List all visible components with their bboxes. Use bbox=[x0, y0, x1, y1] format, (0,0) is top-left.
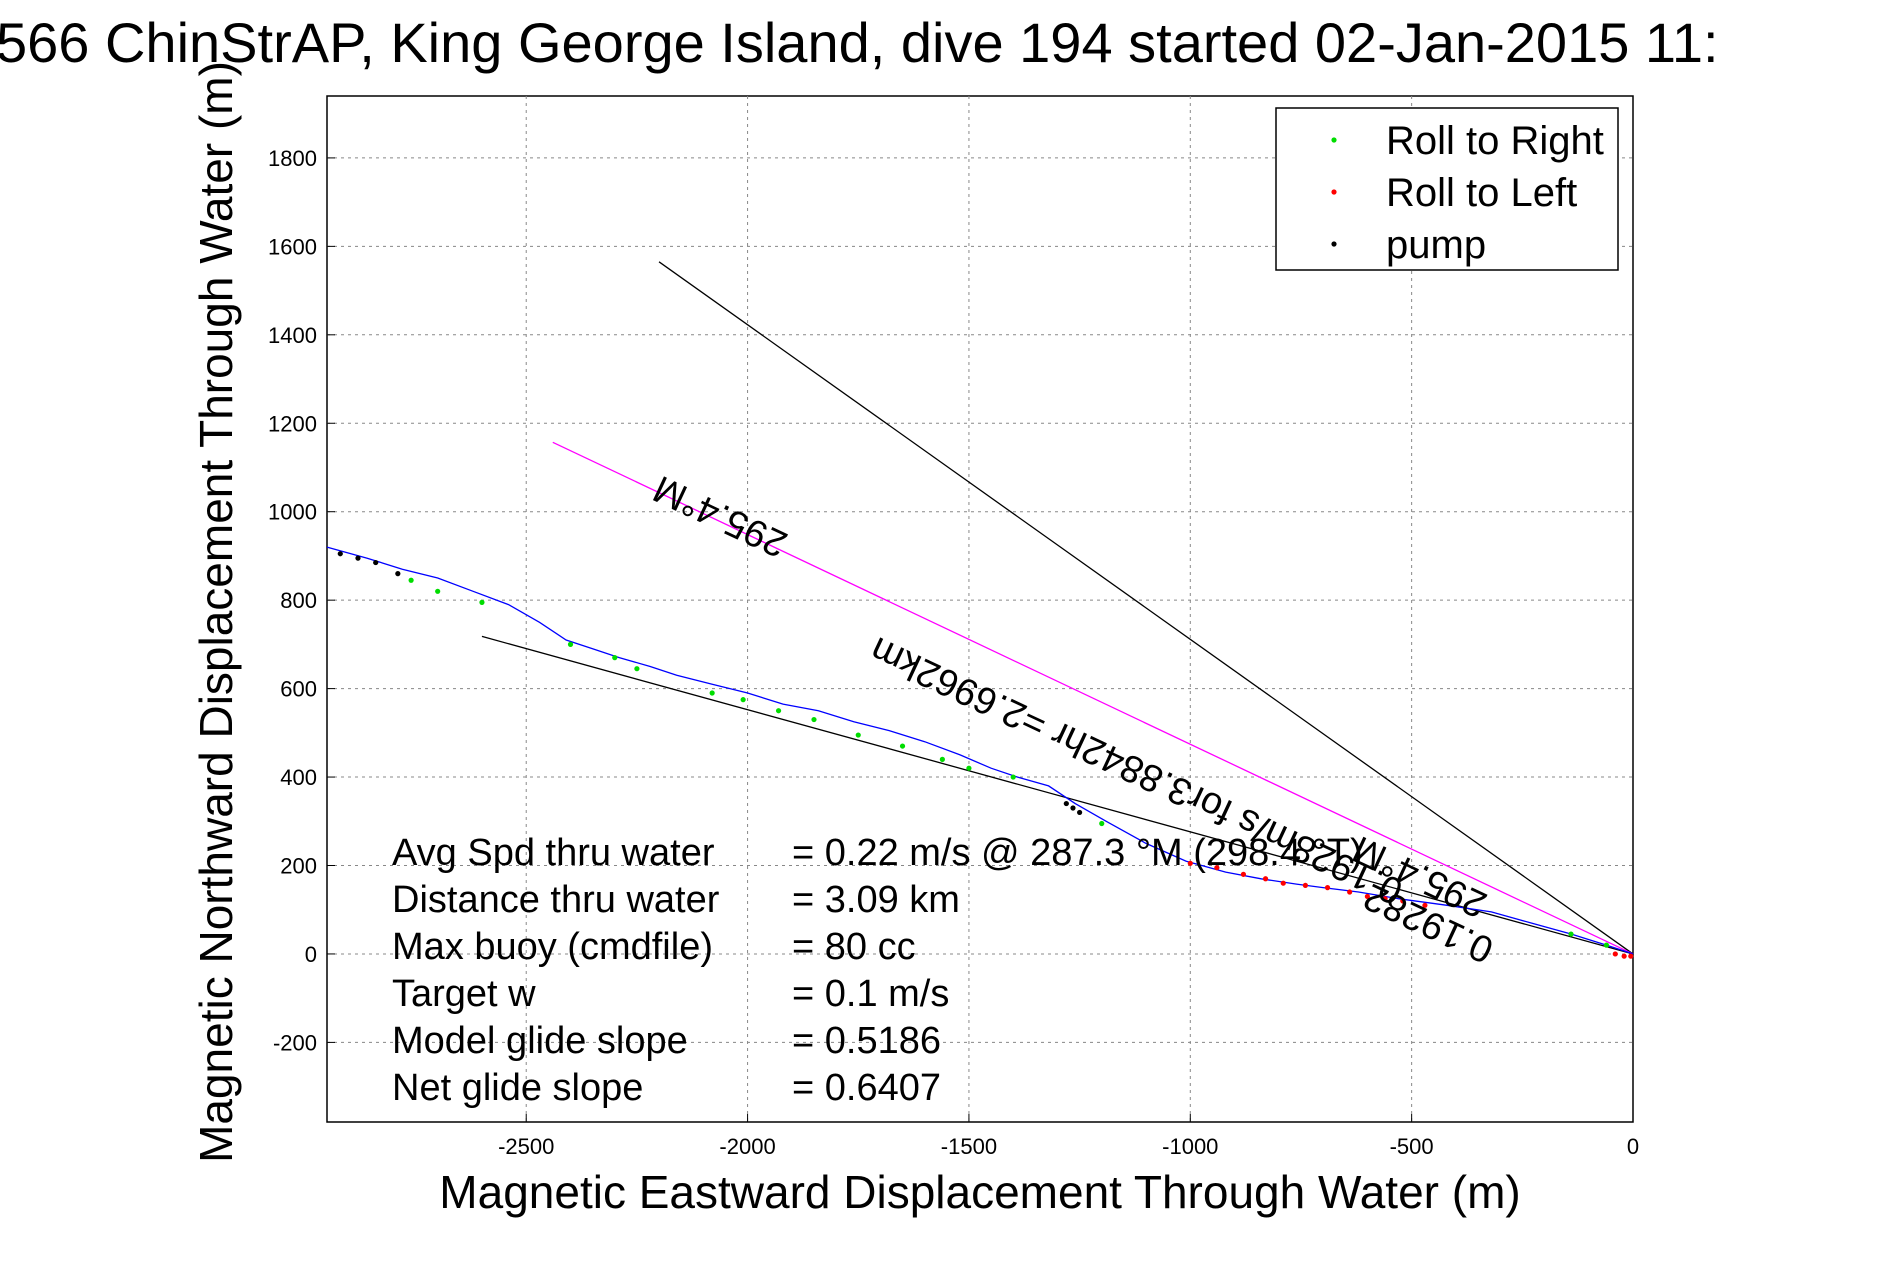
stat-value: = 80 cc bbox=[792, 926, 916, 968]
y-tick-label: 1600 bbox=[268, 234, 317, 259]
x-tick-label: -500 bbox=[1390, 1134, 1434, 1159]
y-axis-ticks: -200 0 200 400 600 800 1000 1200 1400 1600 1800 bbox=[268, 146, 335, 1055]
roll-left-point bbox=[1302, 882, 1308, 889]
y-tick-label: 600 bbox=[280, 677, 317, 702]
stat-label: Target w bbox=[392, 973, 536, 1015]
pump-point bbox=[373, 559, 379, 566]
reference-lines bbox=[481, 261, 1634, 955]
grid-lines bbox=[327, 96, 1633, 1122]
stat-label: Max buoy (cmdfile) bbox=[392, 926, 713, 968]
x-tick-label: -2000 bbox=[719, 1134, 775, 1159]
roll-left-point bbox=[1347, 889, 1353, 895]
roll-right-point bbox=[709, 690, 715, 696]
roll-right-point bbox=[811, 716, 817, 723]
roll-left-point bbox=[1612, 951, 1618, 957]
roll-left-point bbox=[1364, 893, 1370, 900]
roll-left-point bbox=[1628, 953, 1634, 959]
roll-right-point bbox=[435, 588, 441, 594]
roll-right-point bbox=[966, 765, 972, 771]
roll-right-point bbox=[612, 655, 618, 661]
x-axis-ticks: -2500 -2000 -1500 -1000 -500 0 bbox=[498, 1114, 1639, 1159]
stat-value: = 0.22 m/s @ 287.3 °M (298.4 °T) bbox=[792, 832, 1363, 874]
legend-label: Roll to Left bbox=[1386, 171, 1577, 215]
roll-right-point bbox=[567, 641, 574, 647]
stat-value: = 3.09 km bbox=[792, 879, 960, 921]
pump-point bbox=[1063, 800, 1069, 807]
roll-right-point bbox=[634, 666, 640, 672]
stat-value: = 0.6407 bbox=[792, 1067, 941, 1109]
roll-right-point bbox=[479, 599, 485, 605]
y-tick-label: 1800 bbox=[268, 146, 317, 171]
legend-marker bbox=[1331, 189, 1337, 195]
legend-label: Roll to Right bbox=[1386, 119, 1604, 163]
x-axis-label: Magnetic Eastward Displacement Through W… bbox=[439, 1166, 1520, 1218]
roll-right-point bbox=[408, 577, 414, 583]
pump-point bbox=[1070, 805, 1076, 811]
roll-right-point bbox=[775, 708, 782, 714]
stat-value: = 0.1 m/s bbox=[792, 973, 949, 1015]
legend: Roll to Right Roll to Left pump bbox=[1275, 107, 1619, 271]
roll-left-point bbox=[1280, 880, 1286, 886]
stat-label: Avg Spd thru water bbox=[392, 832, 715, 874]
roll-right-point bbox=[899, 743, 906, 749]
chart-title: 566 ChinStrAP, King George Island, dive … bbox=[0, 11, 1719, 74]
legend-marker bbox=[1331, 137, 1337, 143]
roll-left-point bbox=[1422, 902, 1428, 908]
y-tick-label: 1200 bbox=[268, 411, 317, 436]
roll-left-point bbox=[1214, 865, 1220, 871]
x-tick-label: -1000 bbox=[1162, 1134, 1218, 1159]
x-tick-label: -1500 bbox=[941, 1134, 997, 1159]
stat-label: Net glide slope bbox=[392, 1067, 643, 1109]
legend-marker bbox=[1331, 241, 1337, 247]
track-markers bbox=[337, 551, 1634, 959]
dive-stats: Avg Spd thru water = 0.22 m/s @ 287.3 °M … bbox=[392, 832, 1363, 1109]
roll-left-point bbox=[1324, 885, 1331, 891]
y-tick-label: 400 bbox=[280, 765, 317, 790]
roll-right-point bbox=[1568, 931, 1574, 937]
pump-point bbox=[355, 555, 361, 561]
pump-point bbox=[395, 571, 401, 577]
reference-line bbox=[552, 441, 1634, 955]
pump-point bbox=[337, 551, 343, 557]
roll-right-point bbox=[1099, 820, 1105, 827]
y-tick-label: 0 bbox=[305, 942, 317, 967]
stat-value: = 0.5186 bbox=[792, 1020, 941, 1062]
y-tick-label: -200 bbox=[273, 1030, 317, 1055]
roll-left-point bbox=[1400, 898, 1406, 904]
roll-left-point bbox=[1382, 896, 1388, 902]
y-tick-label: 800 bbox=[280, 588, 317, 613]
roll-right-point bbox=[1010, 774, 1016, 780]
legend-label: pump bbox=[1386, 223, 1486, 267]
roll-left-point bbox=[1262, 876, 1269, 882]
reference-line bbox=[658, 261, 1634, 955]
roll-right-point bbox=[1603, 942, 1610, 948]
roll-right-point bbox=[939, 756, 945, 762]
stat-label: Model glide slope bbox=[392, 1020, 688, 1062]
pump-point bbox=[1077, 809, 1083, 816]
x-tick-label: -2500 bbox=[498, 1134, 554, 1159]
stat-label: Distance thru water bbox=[392, 879, 720, 921]
y-tick-label: 200 bbox=[280, 854, 317, 879]
y-axis-label: Magnetic Northward Displacement Through … bbox=[190, 61, 242, 1163]
roll-left-point bbox=[1621, 953, 1627, 959]
y-tick-label: 1000 bbox=[268, 500, 317, 525]
y-tick-label: 1400 bbox=[268, 323, 317, 348]
x-tick-label: 0 bbox=[1627, 1134, 1639, 1159]
reference-line bbox=[481, 635, 1634, 955]
roll-right-point bbox=[855, 732, 861, 738]
roll-left-point bbox=[1240, 871, 1247, 877]
roll-right-point bbox=[740, 697, 746, 703]
roll-left-point bbox=[1187, 860, 1193, 866]
